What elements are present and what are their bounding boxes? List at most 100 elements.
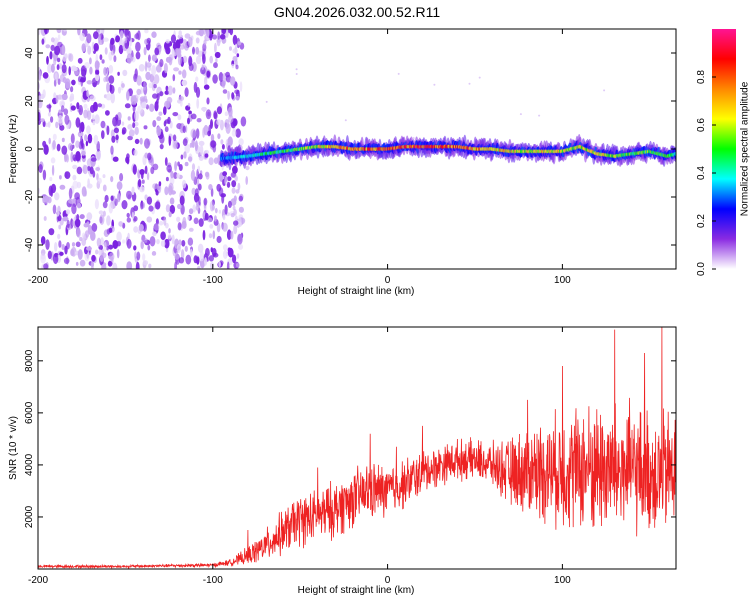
spectrogram-noise-blob [233, 220, 239, 226]
spectrogram-noise-blob [237, 233, 243, 245]
spectrogram-noise-blob [181, 179, 187, 189]
spectrogram-noise-blob [192, 46, 195, 55]
spectrogram-noise-blob [91, 254, 96, 262]
spectrogram-noise-blob [203, 197, 208, 206]
spectrogram-noise-blob [235, 96, 240, 101]
spectrogram-noise-blob [79, 259, 86, 267]
spectrogram-noise-blob [148, 54, 151, 62]
spectrogram-noise-blob [178, 70, 182, 75]
spectrogram-noise-blob [45, 44, 51, 49]
spectrogram-noise-blob [140, 201, 144, 210]
spectrogram-noise-blob [76, 214, 80, 221]
spectrogram-noise-blob [236, 53, 240, 58]
spectrogram-noise-blob [136, 88, 142, 95]
spectrogram-noise-blob [76, 202, 82, 209]
spectrogram-noise-blob [222, 171, 228, 177]
spectrogram-noise-blob [195, 37, 200, 44]
spectrogram-noise-blob [52, 253, 59, 265]
spectrogram-noise-blob [226, 261, 230, 269]
spectrogram-noise-blob [152, 93, 158, 99]
spectrogram-noise-blob [77, 57, 83, 64]
spectrogram-noise-blob [188, 36, 193, 48]
spectrogram-noise-blob [87, 45, 92, 55]
spectrogram-noise-blob [40, 253, 46, 260]
spectrogram-noise-blob [164, 126, 169, 133]
spectrogram-noise-blob [47, 112, 51, 117]
spectrogram-noise-blob [169, 197, 175, 205]
spectrogram-noise-blob [238, 206, 244, 213]
spectrogram-noise-blob [133, 205, 139, 212]
snr-y-label: SNR (10 * v/v) [8, 416, 19, 480]
spectrogram-noise-blob [154, 47, 160, 56]
spectrogram-noise-blob [184, 33, 191, 39]
spectrogram-noise-blob [211, 247, 217, 257]
spectrogram-noise-blob [83, 103, 88, 109]
spectrogram-noise-blob [78, 76, 82, 83]
spectrogram-noise-blob [52, 204, 57, 215]
spectrogram-noise-blob [156, 116, 162, 122]
spectrogram-noise-blob [81, 143, 85, 150]
spectrogram-x-label: Height of straight line (km) [298, 286, 415, 297]
spectrogram-noise-blob [138, 64, 145, 72]
spectrogram-noise-blob [160, 231, 166, 240]
spectrogram-noise-blob [56, 143, 61, 152]
spectrogram-noise-blob [153, 83, 157, 89]
spectrogram-noise-blob [172, 74, 176, 82]
spectrogram-noise-blob [117, 86, 122, 94]
spectrogram-noise-blob [152, 231, 157, 237]
spectrogram-noise-blob [98, 249, 102, 256]
spectrogram-noise-blob [126, 261, 133, 269]
spectrogram-noise-blob [81, 150, 86, 156]
spectrogram-noise-blob [229, 46, 232, 51]
spectrogram-x-tick-label: 0 [385, 275, 391, 286]
spectrogram-noise-blob [61, 145, 68, 155]
spectrogram-noise-blob [135, 41, 141, 52]
spectrogram-noise-blob [143, 125, 148, 130]
spectrogram-noise-blob [235, 128, 241, 138]
spectrogram-noise-blob [231, 92, 235, 100]
spectrogram-noise-blob [40, 118, 45, 123]
spectrogram-noise-blob [159, 91, 164, 97]
spectrogram-noise-blob [56, 64, 60, 71]
spectrogram-noise-blob [197, 265, 201, 269]
spectrogram-noise-blob [165, 39, 170, 44]
spectrogram-noise-blob [133, 149, 138, 156]
spectrogram-noise-blob [71, 79, 76, 86]
spectrogram-noise-blob [110, 92, 115, 104]
spectrogram-noise-blob [168, 228, 171, 234]
spectrogram-noise-blob [87, 178, 90, 187]
spectrogram-noise-blob [51, 164, 55, 176]
spectrogram-noise-blob [165, 204, 171, 213]
spectrogram-noise-blob [228, 111, 233, 118]
spectrogram-noise-blob [48, 137, 51, 145]
spectrogram-noise-blob [218, 261, 221, 268]
spectrogram-noise-blob [95, 249, 99, 255]
spectrogram-noise-blob [121, 127, 127, 135]
spectrogram-noise-blob [84, 61, 90, 69]
spectrogram-noise-blob [142, 253, 146, 262]
spectrogram-noise-blob [146, 37, 151, 44]
spectrogram-noise-blob [62, 55, 67, 62]
spectrogram-noise-blob [139, 186, 145, 193]
spectrogram-noise-blob [68, 187, 73, 199]
spectrogram-noise-blob [56, 210, 60, 217]
spectrogram-noise-blob [218, 72, 224, 82]
spectrogram-noise-blob [50, 157, 56, 164]
spectrogram-noise-blob [193, 81, 198, 93]
spectrogram-noise-blob [187, 156, 193, 162]
spectrogram-noise-blob [115, 35, 120, 43]
spectrogram-noise-blob [158, 220, 164, 226]
spectrogram-noise-blob [143, 81, 147, 91]
spectrogram-noise-blob [126, 212, 130, 218]
spectrogram-noise-blob [202, 211, 206, 219]
spectrogram-noise-blob [70, 151, 74, 163]
spectrogram-noise-blob [217, 133, 221, 140]
spectrogram-noise-blob [96, 29, 103, 35]
spectrogram-noise-blob [151, 31, 157, 38]
spectrogram-noise-blob [179, 195, 185, 206]
colorbar-tick-label: 0.0 [696, 262, 707, 276]
spectrogram-noise-blob [76, 166, 83, 175]
spectrogram-noise-blob [173, 142, 178, 149]
spectrogram-noise-blob [100, 237, 104, 246]
